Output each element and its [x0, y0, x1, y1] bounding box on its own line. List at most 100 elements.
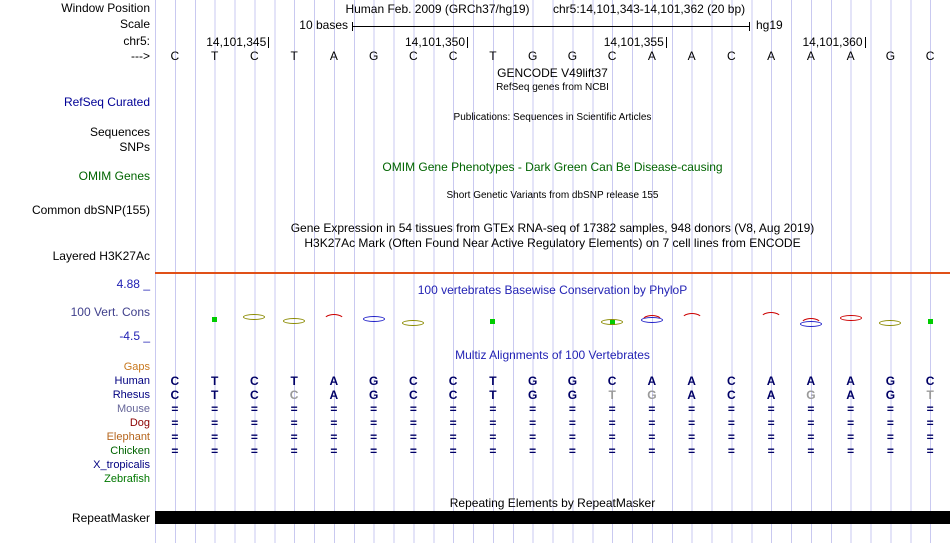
- track-label-gaps[interactable]: Gaps: [123, 361, 150, 373]
- base-cell: =: [489, 430, 497, 444]
- base-cell: A: [687, 388, 696, 402]
- base-cell: =: [171, 444, 179, 458]
- coordinate-tick: [467, 37, 469, 48]
- phylop-glyph: [283, 318, 306, 324]
- base-cell: =: [449, 444, 457, 458]
- assembly-title: Human Feb. 2009 (GRCh37/hg19): [345, 2, 530, 16]
- track-title-gencode[interactable]: GENCODE V49lift37: [497, 66, 608, 80]
- base-cell: =: [727, 402, 735, 416]
- species-label-human[interactable]: Human: [114, 375, 150, 387]
- base-cell: C: [289, 388, 299, 402]
- base-cell: G: [885, 374, 896, 388]
- track-title-h3k27ac[interactable]: H3K27Ac Mark (Often Found Near Active Re…: [304, 236, 801, 250]
- base-cell: G: [368, 49, 379, 63]
- phylop-glyph: [601, 319, 624, 325]
- base-cell: =: [648, 416, 656, 430]
- track-title-multiz[interactable]: Multiz Alignments of 100 Vertebrates: [455, 348, 650, 362]
- base-cell: =: [211, 402, 219, 416]
- base-cell: =: [847, 444, 855, 458]
- base-cell: =: [926, 444, 934, 458]
- track-label-refseq-curated[interactable]: RefSeq Curated: [63, 95, 150, 109]
- scale-bar: [352, 26, 750, 27]
- base-cell: T: [926, 388, 934, 402]
- species-label-elephant[interactable]: Elephant: [106, 431, 150, 443]
- base-cell: =: [688, 416, 696, 430]
- base-cell: =: [409, 402, 417, 416]
- track-label-omim-genes[interactable]: OMIM Genes: [78, 169, 150, 183]
- base-cell: =: [449, 430, 457, 444]
- species-label-mouse[interactable]: Mouse: [116, 403, 150, 415]
- track-label-sequences[interactable]: Sequences: [89, 125, 150, 139]
- scale-bar-left-tick: [352, 22, 353, 31]
- base-cell: =: [211, 444, 219, 458]
- base-cell: =: [926, 430, 934, 444]
- track-label-common-dbsnp[interactable]: Common dbSNP(155): [31, 203, 150, 217]
- base-cell: =: [250, 444, 258, 458]
- species-label-dog[interactable]: Dog: [129, 417, 150, 429]
- base-cell: G: [527, 374, 538, 388]
- track-title-gtex[interactable]: Gene Expression in 54 tissues from GTEx …: [290, 221, 815, 235]
- species-label-zebrafish[interactable]: Zebrafish: [104, 473, 150, 485]
- phylop-glyph: [839, 315, 862, 321]
- phylop-glyph: [362, 316, 385, 322]
- scale-label: Scale: [119, 17, 150, 31]
- base-cell: =: [489, 416, 497, 430]
- base-cell: =: [807, 430, 815, 444]
- base-cell: T: [210, 374, 219, 388]
- track-label-repeatmasker[interactable]: RepeatMasker: [71, 511, 150, 525]
- phylop-glyph: [402, 320, 425, 326]
- repeatmasker-element[interactable]: [155, 511, 950, 524]
- base-cell: =: [608, 416, 616, 430]
- base-cell: =: [529, 430, 537, 444]
- base-cell: =: [489, 402, 497, 416]
- base-cell: =: [370, 430, 378, 444]
- track-label-100-vert-cons[interactable]: 100 Vert. Cons: [70, 305, 150, 319]
- base-cell: =: [330, 402, 338, 416]
- scale-bar-right-tick: [749, 22, 750, 31]
- base-cell: =: [807, 416, 815, 430]
- base-cell: T: [290, 374, 298, 388]
- base-cell: A: [767, 49, 776, 63]
- track-label-snps[interactable]: SNPs: [119, 140, 150, 154]
- base-cell: T: [489, 49, 497, 63]
- base-cell: =: [688, 444, 696, 458]
- base-cell: =: [211, 430, 219, 444]
- base-cell: =: [568, 402, 576, 416]
- base-cell: G: [527, 49, 538, 63]
- base-cell: T: [489, 374, 497, 388]
- base-cell: =: [171, 430, 179, 444]
- coordinate-label: 14,101,355: [603, 35, 664, 49]
- species-label-x-tropicalis[interactable]: X_tropicalis: [93, 459, 150, 471]
- base-cell: C: [170, 388, 180, 402]
- h3k27ac-baseline: [155, 272, 950, 274]
- base-cell: =: [250, 416, 258, 430]
- base-cell: =: [290, 402, 298, 416]
- base-cell: C: [925, 49, 935, 63]
- track-title-publications[interactable]: Publications: Sequences in Scientific Ar…: [453, 112, 652, 123]
- track-title-repeatmasker[interactable]: Repeating Elements by RepeatMasker: [449, 496, 656, 510]
- phylop-glyph: [799, 318, 822, 325]
- track-title-refseq[interactable]: RefSeq genes from NCBI: [496, 82, 609, 93]
- track-label-layered-h3k27ac[interactable]: Layered H3K27Ac: [52, 249, 150, 263]
- base-cell: =: [171, 402, 179, 416]
- strand-arrow: --->: [131, 49, 150, 63]
- base-cell: =: [409, 444, 417, 458]
- base-cell: =: [449, 402, 457, 416]
- base-cell: =: [568, 444, 576, 458]
- base-cell: G: [567, 374, 578, 388]
- track-title-omim[interactable]: OMIM Gene Phenotypes - Dark Green Can Be…: [382, 160, 723, 174]
- base-cell: =: [529, 444, 537, 458]
- base-cell: A: [766, 388, 776, 402]
- base-cell: C: [448, 388, 458, 402]
- base-cell: C: [250, 374, 259, 388]
- base-cell: =: [250, 402, 258, 416]
- track-title-dbsnp[interactable]: Short Genetic Variants from dbSNP releas…: [446, 190, 659, 201]
- base-cell: A: [329, 374, 339, 388]
- base-cell: A: [846, 374, 855, 388]
- species-label-chicken[interactable]: Chicken: [110, 445, 150, 457]
- track-title-phylop[interactable]: 100 vertebrates Basewise Conservation by…: [417, 283, 688, 297]
- phylop-glyph: [322, 314, 345, 321]
- coordinate-label: 14,101,350: [404, 35, 466, 49]
- species-label-rhesus[interactable]: Rhesus: [112, 389, 150, 401]
